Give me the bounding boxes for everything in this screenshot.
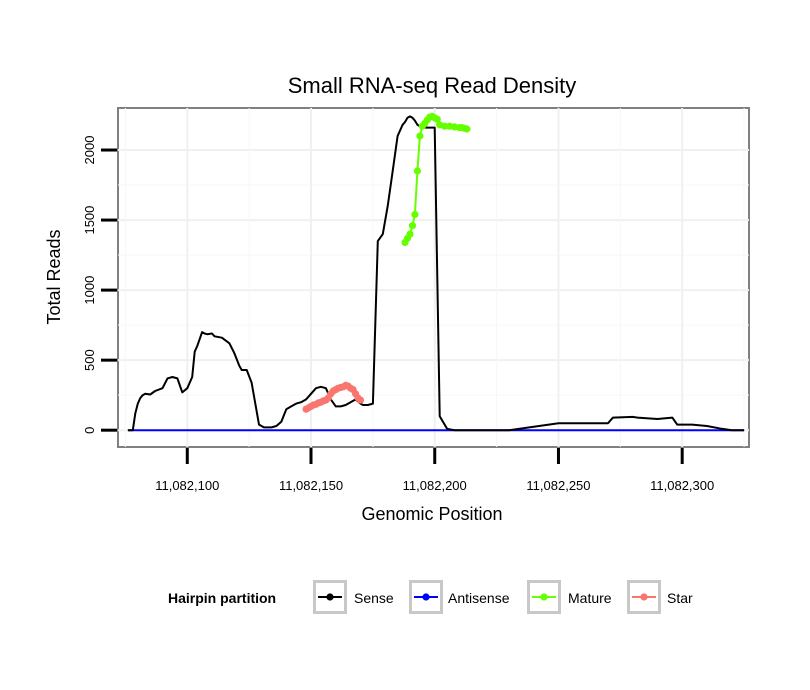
- y-tick-label: 1500: [82, 206, 97, 235]
- data-point-mature: [441, 122, 449, 130]
- x-tick-label: 11,082,150: [279, 478, 343, 493]
- y-tick-label: 1000: [82, 276, 97, 305]
- y-tick-label: 500: [82, 349, 97, 371]
- x-tick-label: 11,082,250: [526, 478, 590, 493]
- series-mature: [401, 112, 471, 247]
- data-point-mature: [416, 132, 424, 140]
- chart-title: Small RNA-seq Read Density: [288, 73, 577, 98]
- legend-label-sense: Sense: [354, 590, 394, 606]
- legend-label-antisense: Antisense: [448, 590, 510, 606]
- legend: Hairpin partition Sense Antisense Mature St…: [168, 580, 693, 614]
- x-axis: 11,082,100 11,082,150 11,082,200 11,082,250…: [155, 448, 714, 493]
- data-point-mature: [406, 230, 414, 238]
- y-tick-label: 2000: [82, 136, 97, 165]
- legend-label-star: Star: [667, 590, 693, 606]
- plot-panel: [117, 107, 750, 448]
- x-tick-label: 11,082,300: [650, 478, 714, 493]
- data-point-mature: [408, 222, 417, 230]
- data-point-mature: [463, 125, 471, 133]
- legend-key-dot-antisense: [422, 593, 430, 601]
- legend-label-mature: Mature: [568, 590, 612, 606]
- data-point-star: [356, 396, 365, 404]
- y-axis-label: Total Reads: [44, 229, 64, 324]
- legend-key-dot-sense: [326, 593, 334, 601]
- data-point-mature: [413, 167, 421, 175]
- data-point-mature: [411, 210, 419, 219]
- series-line-sense: [127, 115, 745, 432]
- x-tick-label: 11,082,200: [403, 478, 467, 493]
- x-tick-label: 11,082,100: [155, 478, 219, 493]
- y-tick-label: 0: [82, 427, 97, 434]
- legend-key-dot-star: [640, 593, 648, 601]
- legend-key-dot-mature: [540, 593, 548, 601]
- data-point-mature: [433, 115, 441, 123]
- series-sense: [127, 115, 745, 432]
- legend-title: Hairpin partition: [168, 590, 276, 606]
- series-layer: [127, 112, 745, 432]
- x-axis-label: Genomic Position: [361, 504, 502, 524]
- y-axis: 0 500 1000 1500 2000: [82, 136, 117, 434]
- series-star: [302, 381, 365, 413]
